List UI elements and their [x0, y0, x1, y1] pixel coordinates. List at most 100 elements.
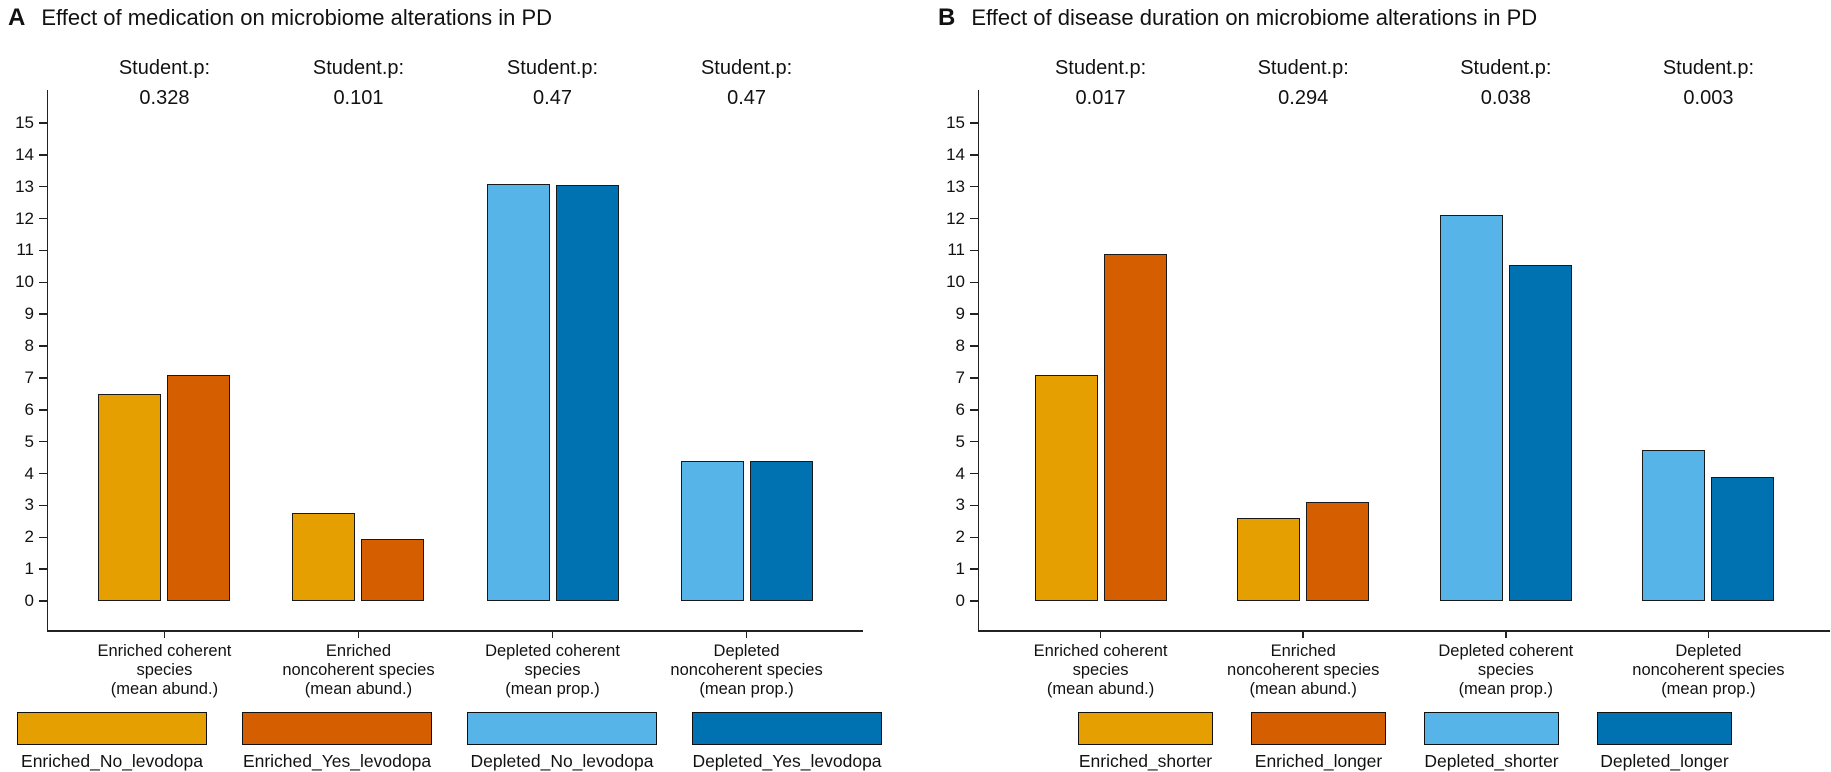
- y-tick-mark: [969, 217, 978, 220]
- y-tick-label: 2: [955, 527, 965, 547]
- bar-Depleted_Yes_levodopa: [555, 185, 619, 601]
- y-tick-mark: [38, 600, 47, 602]
- y-tick-mark: [969, 281, 978, 284]
- bar-Enriched_Yes_levodopa: [167, 374, 231, 601]
- p-value-caption: Student.p:: [1662, 57, 1755, 79]
- bar-group: [292, 513, 425, 601]
- bar-group: [486, 183, 619, 601]
- bar-Depleted_longer: [1508, 264, 1572, 601]
- x-category-label-line: Enriched: [1270, 642, 1336, 660]
- legend-swatch-Depleted_shorter: [1424, 712, 1559, 745]
- y-tick-mark: [38, 568, 47, 570]
- y-tick-mark: [38, 185, 47, 188]
- p-value-annotation: Student.p: 0.47: [443, 53, 663, 113]
- x-category-label-line: (mean abund.): [304, 680, 413, 698]
- legend-item: Depleted_Yes_levodopa: [692, 712, 882, 772]
- y-tick-label: 6: [955, 399, 965, 419]
- legend-item: Enriched_Yes_levodopa: [242, 712, 432, 772]
- y-tick-mark: [969, 504, 978, 507]
- x-category-label-line: (mean abund.): [1249, 680, 1357, 698]
- x-category-label-line: (mean prop.): [1458, 680, 1554, 698]
- x-category-label-line: (mean prop.): [699, 680, 794, 698]
- bar-Depleted_Yes_levodopa: [749, 460, 813, 601]
- y-tick-label: 0: [955, 591, 965, 610]
- x-category-label-line: species: [1477, 661, 1534, 679]
- x-category-label: Depleted coherent species (mean prop.): [1396, 642, 1616, 699]
- y-tick-label: 8: [955, 336, 965, 356]
- bar-group: [98, 374, 231, 601]
- p-value-caption: Student.p:: [1054, 57, 1147, 79]
- y-tick-mark: [969, 600, 978, 602]
- y-tick-mark: [38, 217, 47, 220]
- legend-label: Depleted_No_levodopa: [470, 751, 654, 771]
- bar-group: [1439, 215, 1572, 601]
- y-tick-label: 10: [15, 272, 34, 292]
- x-category-label-line: (mean abund.): [110, 680, 219, 698]
- x-tick-mark: [1302, 630, 1304, 638]
- legend-item: Enriched_shorter: [1078, 712, 1213, 772]
- bar-group: [1034, 253, 1167, 601]
- y-tick-mark: [969, 313, 978, 315]
- p-value-caption: Student.p:: [700, 57, 793, 79]
- x-category-label-line: (mean abund.): [1046, 680, 1155, 698]
- y-tick-label: 11: [16, 240, 34, 260]
- bar-group: [1642, 449, 1775, 601]
- y-tick-mark: [969, 154, 978, 156]
- y-tick-label: 7: [24, 367, 34, 387]
- y-tick-mark: [38, 536, 47, 539]
- x-category-label-line: species: [524, 661, 581, 679]
- panel-b-legend: Enriched_shorter Enriched_longer Depleted_…: [1078, 712, 1732, 772]
- y-tick-mark: [38, 440, 47, 443]
- y-tick-label: 4: [955, 463, 965, 483]
- x-category-label: Enriched coherent species (mean abund.): [991, 642, 1211, 699]
- y-tick-mark: [969, 377, 978, 379]
- x-tick-mark: [551, 630, 554, 638]
- x-category-label-line: Enriched coherent: [1033, 642, 1168, 660]
- y-tick-label: 15: [15, 112, 34, 132]
- panel-a: A Effect of medication on microbiome alt…: [8, 4, 882, 772]
- bar-Enriched_shorter: [1034, 374, 1098, 601]
- bar-Depleted_longer: [1711, 476, 1775, 601]
- x-category-label-line: (mean prop.): [1661, 680, 1756, 698]
- x-axis-line: [977, 630, 1830, 632]
- y-tick-label: 13: [15, 176, 34, 196]
- p-value-caption: Student.p:: [118, 57, 211, 79]
- y-tick-mark: [38, 122, 47, 124]
- p-value-number: 0.101: [333, 87, 384, 109]
- p-value-number: 0.328: [139, 87, 190, 109]
- y-tick-mark: [969, 536, 978, 539]
- y-tick-label: 1: [24, 559, 34, 579]
- y-tick-label: 5: [955, 431, 965, 451]
- legend-swatch-Depleted_Yes_levodopa: [692, 712, 882, 745]
- x-category-label-line: Enriched coherent: [97, 642, 232, 660]
- x-tick-mark: [1099, 630, 1102, 638]
- panel-b-header: B Effect of disease duration on microbio…: [938, 4, 1537, 32]
- panel-b: B Effect of disease duration on microbio…: [916, 0, 1831, 772]
- y-tick-label: 14: [946, 144, 965, 164]
- p-value-annotation: Student.p: 0.328: [54, 53, 274, 113]
- y-tick-label: 12: [15, 208, 34, 228]
- bar-Depleted_No_levodopa: [486, 183, 550, 601]
- y-tick-label: 11: [947, 240, 965, 260]
- x-category-label-line: noncoherent species: [1227, 661, 1380, 679]
- x-tick-mark: [1505, 630, 1507, 638]
- x-category-label-line: species: [136, 661, 193, 679]
- p-value-annotation: Student.p: 0.294: [1193, 53, 1413, 113]
- y-tick-mark: [38, 504, 47, 507]
- x-category-label: Depleted noncoherent species (mean prop.): [637, 642, 857, 699]
- y-tick-mark: [969, 345, 978, 347]
- bar-group: [1237, 502, 1370, 601]
- x-category-label-line: Enriched: [325, 642, 392, 660]
- p-value-number: 0.294: [1278, 87, 1329, 109]
- p-value-number: 0.003: [1683, 87, 1734, 109]
- legend-swatch-Enriched_Yes_levodopa: [242, 712, 432, 745]
- bar-Depleted_shorter: [1439, 215, 1503, 601]
- legend-item: Enriched_No_levodopa: [17, 712, 207, 772]
- panel-a-letter: A: [8, 4, 26, 31]
- legend-label: Depleted_Yes_levodopa: [692, 751, 882, 771]
- p-value-number: 0.017: [1075, 87, 1126, 109]
- panel-b-x-axis-labels: Enriched coherent species (mean abund.) Enr…: [979, 642, 1830, 704]
- y-tick-label: 6: [24, 399, 34, 419]
- legend-label: Enriched_longer: [1254, 751, 1383, 771]
